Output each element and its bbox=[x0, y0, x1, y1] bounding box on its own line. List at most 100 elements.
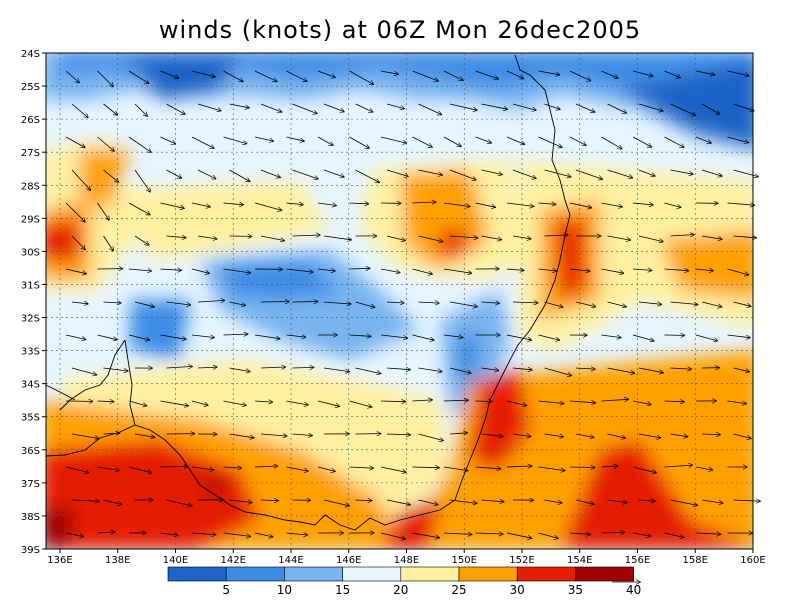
colorbar-swatch bbox=[400, 566, 460, 582]
colorbar-tick-label: 40 bbox=[626, 583, 641, 597]
wind-vector-arrow bbox=[355, 301, 375, 307]
wind-vector-arrow bbox=[569, 533, 590, 534]
wind-vector-arrow bbox=[254, 202, 282, 210]
wind-vector-arrow bbox=[538, 466, 565, 471]
wind-vector-arrow bbox=[575, 499, 594, 504]
wind-vector-arrow bbox=[443, 136, 461, 146]
wind-vector-arrow bbox=[286, 400, 308, 405]
wind-vector-arrow bbox=[160, 400, 189, 406]
wind-vector-arrow bbox=[286, 136, 305, 141]
wind-vector-arrow bbox=[701, 301, 722, 307]
wind-vector-arrow bbox=[380, 334, 407, 338]
wind-vector-arrow bbox=[670, 235, 694, 236]
lat-tick-label: 34S bbox=[21, 380, 40, 391]
wind-vector-arrow bbox=[512, 434, 531, 437]
wind-vector-arrow bbox=[670, 433, 688, 437]
wind-vector-arrow bbox=[418, 103, 442, 115]
wind-vector-arrow bbox=[260, 367, 285, 368]
wind-vector-arrow bbox=[664, 532, 684, 537]
wind-vector-arrow bbox=[601, 334, 621, 338]
wind-vector-arrow bbox=[449, 367, 471, 373]
wind-vector-arrow bbox=[475, 70, 499, 79]
latitude-axis: 24S 25S 26S 27S 28S 29S 30S 31S 32S 33S 34S 35S 36S 3… bbox=[21, 49, 46, 556]
wind-vector-arrow bbox=[670, 169, 693, 174]
wind-vector-arrow bbox=[134, 169, 150, 192]
lat-tick-label: 32S bbox=[21, 314, 40, 325]
wind-vector-arrow bbox=[160, 202, 185, 208]
wind-vector-arrow bbox=[191, 334, 214, 338]
wind-vector-arrow bbox=[632, 334, 654, 341]
wind-vector-arrow bbox=[71, 103, 88, 117]
wind-vector-arrow bbox=[727, 400, 747, 404]
wind-vector-arrow bbox=[134, 301, 154, 307]
wind-vector-arrow bbox=[575, 301, 595, 307]
wind-vector-arrow bbox=[160, 334, 186, 339]
wind-vector-arrow bbox=[97, 202, 110, 220]
wind-vector-arrow bbox=[569, 467, 595, 468]
wind-vector-arrow bbox=[664, 465, 693, 467]
wind-vector-arrow bbox=[727, 334, 750, 338]
wind-vector-arrow bbox=[160, 70, 179, 78]
lat-tick-label: 35S bbox=[21, 413, 40, 424]
wind-vector-arrow bbox=[475, 467, 501, 469]
wind-vector-arrow bbox=[254, 532, 273, 537]
wind-vector-arrow bbox=[512, 103, 536, 110]
wind-vector-arrow bbox=[506, 532, 532, 538]
lon-tick-label: 154E bbox=[567, 555, 592, 566]
wind-vector-arrow bbox=[418, 367, 442, 372]
wind-vector-arrow bbox=[443, 400, 468, 401]
lat-tick-label: 29S bbox=[21, 214, 40, 225]
wind-vector-arrow bbox=[601, 202, 623, 207]
wind-vector-arrow bbox=[449, 301, 477, 307]
wind-vector-arrow bbox=[349, 136, 370, 148]
wind-vector-arrow bbox=[229, 499, 252, 503]
wind-vector-arrow bbox=[733, 236, 757, 238]
wind-vector-arrow bbox=[286, 466, 308, 471]
lon-tick-label: 160E bbox=[740, 555, 765, 566]
colorbar-swatch bbox=[516, 566, 576, 582]
wind-vector-arrow bbox=[323, 367, 349, 372]
coastline bbox=[45, 54, 571, 531]
wind-vector-arrow bbox=[512, 368, 532, 370]
lat-tick-label: 31S bbox=[21, 280, 40, 291]
wind-vector-arrow bbox=[229, 301, 246, 305]
wind-vector-arrow bbox=[286, 335, 306, 337]
wind-vector-arrow bbox=[386, 235, 405, 241]
wind-vector-arrow bbox=[254, 466, 277, 467]
wind-vector-arrow bbox=[323, 235, 351, 240]
wind-vector-arrow bbox=[128, 269, 151, 271]
wind-vector-arrow bbox=[197, 235, 217, 239]
wind-vector-arrow bbox=[349, 467, 374, 468]
lat-tick-label: 26S bbox=[21, 115, 40, 126]
wind-vector-arrow bbox=[538, 532, 558, 538]
wind-vector-arrow bbox=[71, 500, 99, 501]
wind-vector-arrow bbox=[638, 302, 661, 304]
wind-vector-arrow bbox=[160, 136, 176, 144]
wind-vector-arrow bbox=[481, 302, 500, 303]
wind-vector-arrow bbox=[418, 302, 439, 303]
map-title: winds (knots) at 06Z Mon 26dec2005 bbox=[158, 16, 642, 44]
wind-vector-arrow bbox=[569, 136, 586, 145]
wind-vector-arrow bbox=[475, 136, 492, 143]
wind-vector-arrow bbox=[727, 268, 749, 275]
wind-vector-arrow bbox=[71, 169, 90, 190]
wind-vector-arrow bbox=[443, 70, 463, 80]
wind-vector-arrow bbox=[506, 202, 534, 206]
wind-vector-arrow bbox=[506, 269, 524, 270]
wind-vector-arrow bbox=[254, 401, 272, 402]
wind-vector-arrow bbox=[386, 368, 410, 370]
wind-vector-arrow bbox=[475, 202, 496, 207]
colorbar-swatch bbox=[225, 566, 285, 582]
wind-vector-arrow bbox=[103, 499, 122, 504]
wind-vector-arrow bbox=[128, 466, 152, 473]
lon-tick-label: 150E bbox=[452, 555, 477, 566]
lat-tick-label: 27S bbox=[21, 148, 40, 159]
wind-vectors bbox=[65, 70, 760, 539]
lon-tick-label: 158E bbox=[683, 555, 708, 566]
wind-vector-arrow bbox=[65, 202, 85, 222]
wind-vector-arrow bbox=[481, 500, 504, 502]
wind-vector-arrow bbox=[286, 268, 313, 272]
wind-vector-arrow bbox=[65, 532, 83, 537]
wind-vector-arrow bbox=[449, 236, 478, 238]
wind-vector-arrow bbox=[569, 269, 590, 271]
